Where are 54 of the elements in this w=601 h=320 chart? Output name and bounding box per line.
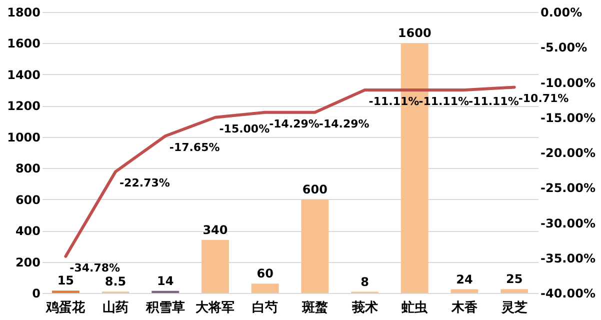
data-label: -14.29% [269, 117, 320, 130]
data-label: -10.71% [518, 92, 569, 106]
data-label: -11.11% [418, 95, 470, 108]
y-tick-label: 400 [15, 224, 40, 238]
y-tick-label: 1000 [7, 130, 40, 144]
data-label: -11.11% [368, 95, 420, 108]
y-tick-label: 600 [15, 192, 40, 207]
x-tick-label: 虻虫 [400, 300, 429, 316]
data-label: 1600 [398, 26, 432, 40]
y-tick-label: 1600 [7, 36, 40, 51]
y-tick-label: 1400 [7, 68, 40, 82]
x-tick-label: 积雪草 [144, 300, 185, 316]
data-label: 340 [202, 222, 228, 237]
y2-tick-label: 0.00% [540, 6, 582, 20]
x-tick-label: 斑蝥 [300, 300, 328, 316]
y2-tick-label: -20.00% [540, 146, 596, 160]
data-label: -14.29% [318, 117, 370, 130]
x-tick-label: 木香 [450, 300, 478, 316]
x-tick-label: 莪术 [350, 300, 378, 316]
data-label: -22.73% [120, 176, 170, 190]
data-label: 600 [302, 182, 328, 196]
y-tick-label: 800 [15, 162, 40, 176]
data-label: 14 [157, 274, 174, 288]
y2-tick-label: -30.00% [540, 216, 596, 230]
y2-tick-label: -5.00% [540, 40, 588, 55]
bar [301, 199, 329, 293]
y2-tick-label: -15.00% [540, 110, 596, 125]
data-label: -11.11% [468, 95, 519, 108]
y-tick-label: 0 [32, 286, 40, 300]
x-tick-label: 山药 [102, 300, 129, 316]
data-label: 25 [506, 272, 523, 286]
x-tick-label: 灵芝 [500, 300, 528, 316]
y-tick-label: 1800 [7, 6, 40, 20]
data-label: 8.5 [104, 274, 126, 289]
data-label: 24 [456, 272, 473, 286]
data-label: 15 [57, 274, 74, 288]
y-tick-label: 1200 [7, 99, 40, 114]
bar [500, 289, 528, 293]
data-label: 8 [360, 274, 369, 289]
x-tick-label: 白芍 [252, 300, 278, 316]
bar [202, 240, 229, 293]
data-label: -15.00% [219, 122, 270, 136]
x-tick-label: 鸡蛋花 [45, 300, 86, 316]
y2-tick-label: -25.00% [540, 181, 596, 196]
data-label: 60 [256, 266, 274, 281]
data-label: -17.65% [169, 140, 220, 154]
bar [450, 289, 478, 293]
y2-tick-label: -10.00% [540, 76, 596, 90]
y2-tick-label: -35.00% [540, 251, 596, 266]
x-tick-label: 大将军 [196, 300, 235, 316]
bar [251, 284, 279, 293]
data-label: -34.78% [70, 261, 120, 274]
y2-tick-label: -40.00% [540, 286, 596, 300]
y-tick-label: 200 [15, 255, 40, 270]
